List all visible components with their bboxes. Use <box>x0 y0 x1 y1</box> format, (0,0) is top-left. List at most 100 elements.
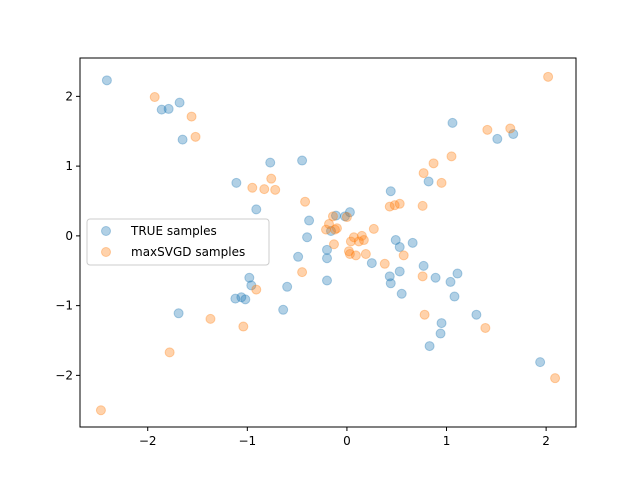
series-0-point-10 <box>302 232 313 243</box>
series-0-point-15 <box>322 253 332 264</box>
series-0-point-28 <box>385 186 396 197</box>
series-1-point-29 <box>360 249 371 260</box>
series-1-point-28 <box>358 235 369 246</box>
series-1-point-39 <box>419 309 430 320</box>
axes-frame <box>79 57 577 428</box>
series-1-point-10 <box>205 313 216 324</box>
series-0-point-21 <box>244 272 255 283</box>
series-0-point-25 <box>240 294 251 305</box>
series-0-point-35 <box>396 288 407 299</box>
series-0-point-30 <box>394 242 405 253</box>
series-0-point-24 <box>236 292 247 303</box>
x-tick-label-3: 1 <box>443 434 451 448</box>
legend: TRUE samples maxSVGD samples <box>86 218 270 266</box>
series-1-point-12 <box>164 347 175 358</box>
series-1-point-13 <box>95 405 106 416</box>
series-0-point-22 <box>246 280 257 291</box>
series-0-point-19 <box>344 207 355 218</box>
series-1-point-30 <box>368 223 379 234</box>
series-0-point-41 <box>424 341 435 352</box>
series-0-point-9 <box>304 215 315 226</box>
series-0-point-45 <box>452 268 463 279</box>
series-0-point-6 <box>265 157 276 168</box>
series-0-point-36 <box>418 260 429 271</box>
series-1-point-36 <box>417 200 428 211</box>
series-0-point-14 <box>322 244 332 255</box>
series-1-point-41 <box>436 177 447 188</box>
series-0-point-7 <box>297 155 308 166</box>
y-tick-label-0: −2 <box>55 368 73 382</box>
series-0-point-42 <box>445 276 456 287</box>
y-tick-label-4: 2 <box>65 89 73 103</box>
series-0-point-3 <box>174 97 185 108</box>
series-0-point-4 <box>177 134 188 145</box>
series-1-point-3 <box>247 182 258 193</box>
series-1-point-43 <box>482 124 493 135</box>
series-0-point-23 <box>230 293 241 304</box>
series-0-point-47 <box>492 133 503 144</box>
series-0-point-13 <box>278 304 289 315</box>
series-1-point-8 <box>297 267 308 278</box>
series-1-point-14 <box>321 224 332 235</box>
series-0-point-44 <box>449 291 460 302</box>
legend-label-1: maxSVGD samples <box>131 245 245 259</box>
series-1-point-2 <box>190 131 201 142</box>
x-tick-label-4: 2 <box>542 434 550 448</box>
series-1-point-23 <box>345 236 356 247</box>
series-0-point-34 <box>394 266 405 277</box>
series-1-point-27 <box>356 230 367 241</box>
series-1-point-1 <box>186 111 197 122</box>
series-1-point-44 <box>480 322 491 333</box>
series-1-point-31 <box>379 258 390 269</box>
series-0-point-38 <box>430 272 441 283</box>
series-1-point-17 <box>329 224 340 235</box>
series-0-point-31 <box>407 237 418 248</box>
series-1-point-16 <box>327 211 338 222</box>
series-1-point-18 <box>328 239 339 250</box>
series-1-point-21 <box>343 246 354 257</box>
series-0-point-18 <box>339 211 350 222</box>
series-1-point-33 <box>389 200 400 211</box>
y-tick-label-2: 0 <box>65 229 73 243</box>
series-0-point-20 <box>322 275 332 286</box>
series-0-point-48 <box>508 129 519 140</box>
series-1-point-22 <box>344 249 355 260</box>
y-tick-label-3: 1 <box>65 159 73 173</box>
series-0-point-27 <box>366 258 377 269</box>
series-0-point-11 <box>293 251 304 262</box>
series-1-point-9 <box>251 284 262 295</box>
series-1-point-47 <box>550 373 561 384</box>
ticks-layer: −2 −1 0 1 2 −2 −1 0 1 2 <box>55 89 550 448</box>
series-0-point-1 <box>156 104 167 115</box>
series-1-point-20 <box>341 212 352 223</box>
series-0-point-16 <box>325 225 336 236</box>
series-1-point-4 <box>259 184 270 195</box>
series-0-point-12 <box>282 281 293 292</box>
series-1-point-25 <box>350 250 361 261</box>
series-0-point-39 <box>436 318 447 329</box>
series-1-point-5 <box>266 173 277 184</box>
series-0-point-0 <box>101 75 112 86</box>
series-0-point-46 <box>471 309 482 320</box>
series-1-point-6 <box>270 184 281 195</box>
series-1-point-40 <box>428 158 439 169</box>
series-1-point-0 <box>149 92 160 103</box>
series-1-point-42 <box>446 151 457 162</box>
series-1-point-45 <box>505 123 516 134</box>
series-0-point-49 <box>535 357 546 368</box>
series-1-point-46 <box>543 71 554 82</box>
series-1-point-11 <box>238 321 249 332</box>
legend-box <box>86 218 270 266</box>
series-1-point-7 <box>300 196 311 207</box>
series-0-point-32 <box>384 271 395 282</box>
series-0-point-2 <box>163 103 174 114</box>
points-layer <box>95 71 561 416</box>
series-0-point-43 <box>447 117 458 128</box>
series-1-point-24 <box>348 232 359 243</box>
x-tick-label-1: −1 <box>238 434 256 448</box>
series-1-point-19 <box>331 223 342 234</box>
series-0-point-29 <box>390 235 401 246</box>
series-1-point-26 <box>353 236 364 247</box>
series-1-point-35 <box>398 250 409 261</box>
